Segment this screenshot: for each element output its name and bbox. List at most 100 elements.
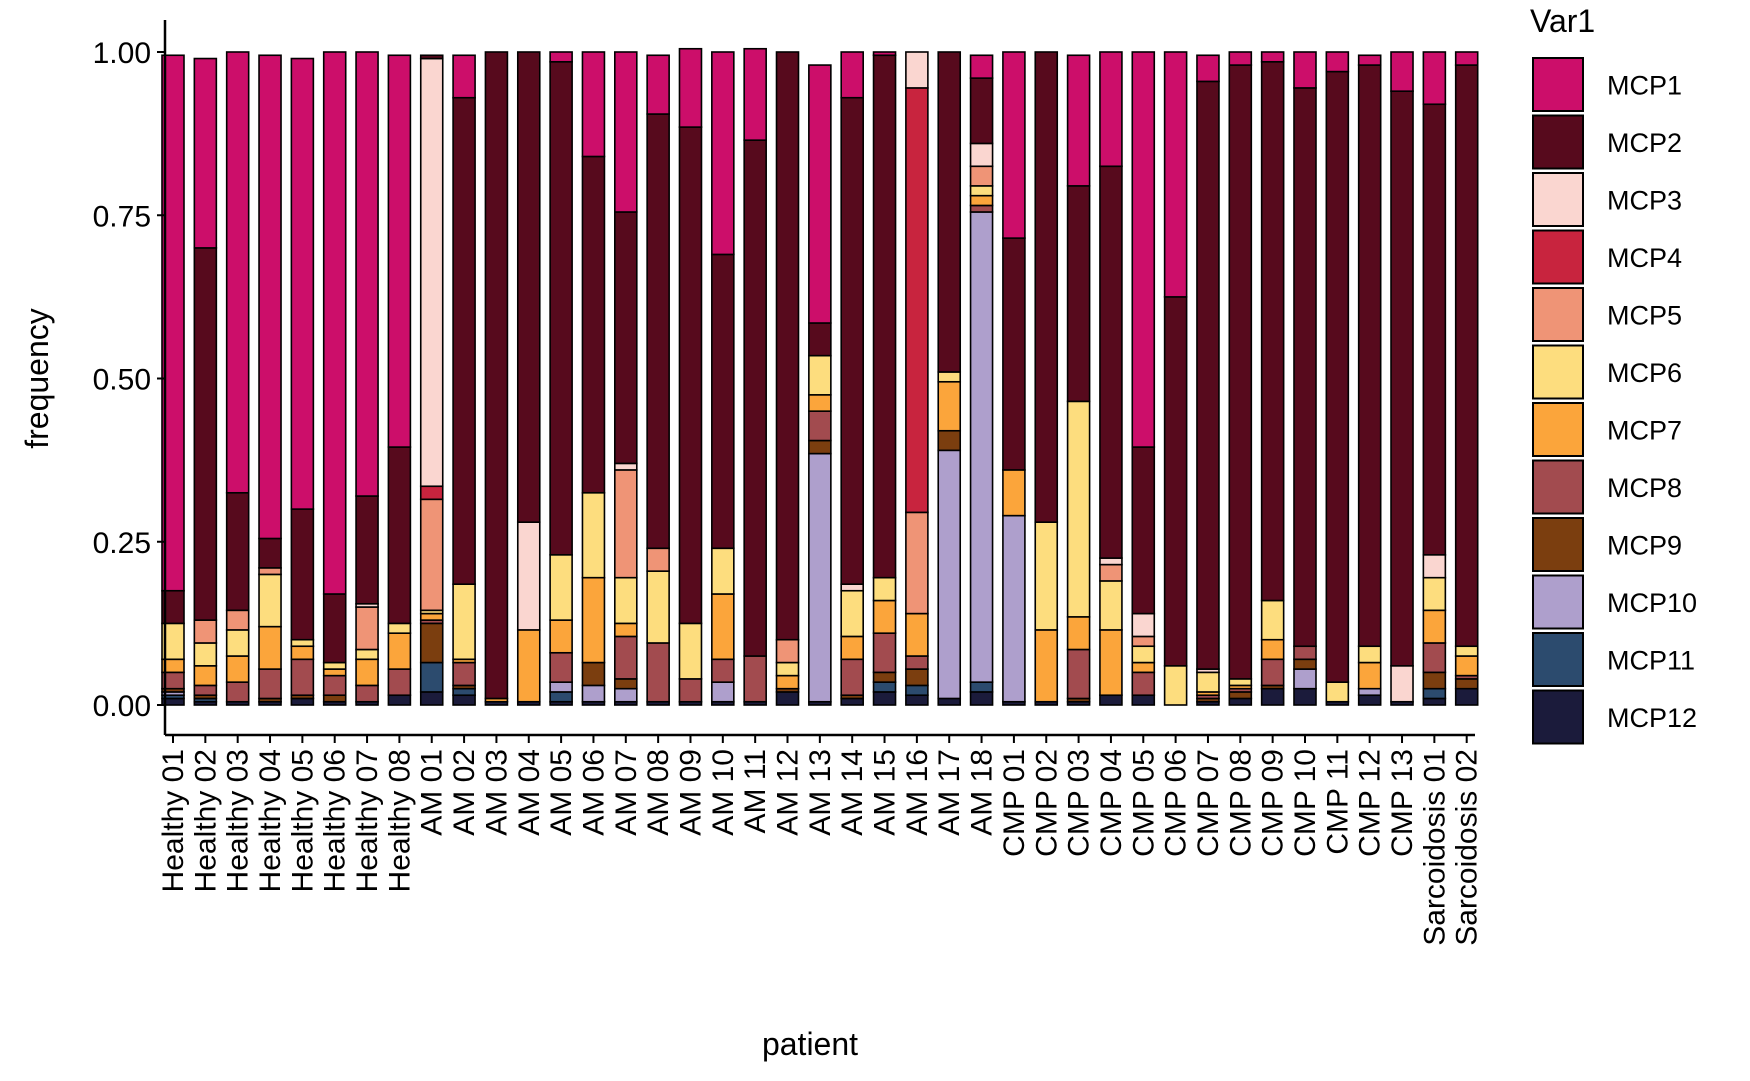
bar-segment-mcp3	[1390, 665, 1414, 703]
bar-segment-mcp2	[355, 495, 379, 605]
bar-segment-mcp7	[419, 612, 444, 621]
bar-segment-mcp6	[581, 491, 606, 579]
bar-segment-mcp6	[290, 638, 315, 648]
bar-segment-mcp10	[808, 452, 832, 703]
bar-segment-mcp3	[1131, 612, 1156, 638]
bar-segment-mcp6	[1066, 400, 1091, 618]
bar-segment-mcp2	[775, 51, 800, 641]
bar-stack	[1196, 54, 1220, 706]
bar-segment-mcp8	[905, 655, 929, 670]
bar-segment-mcp7	[258, 625, 282, 670]
x-tick-label: AM 10	[707, 749, 740, 836]
bar-stack	[905, 51, 929, 706]
bar-segment-mcp2	[1099, 165, 1123, 559]
bar-segment-mcp1	[1390, 51, 1414, 92]
bar-segment-mcp1	[549, 51, 573, 63]
bar-segment-mcp10	[613, 687, 638, 703]
bar-segment-mcp6	[872, 576, 897, 602]
bar-segment-mcp8	[193, 684, 218, 697]
bar-segment-mcp1	[711, 51, 735, 256]
bar-segment-mcp11	[452, 687, 476, 697]
bar-segment-mcp8	[1260, 658, 1285, 687]
bar-stack	[1260, 51, 1285, 706]
x-tick-label: AM 04	[513, 749, 546, 836]
bar-segment-mcp11	[969, 681, 994, 693]
bar-segment-mcp8	[322, 674, 347, 697]
bar-segment-mcp2	[1196, 80, 1220, 670]
legend-swatch-mcp9	[1532, 517, 1584, 572]
bar-segment-mcp6	[613, 576, 638, 625]
bar-segment-mcp10	[969, 211, 994, 683]
bar-segment-mcp2	[1034, 51, 1059, 523]
bar-segment-mcp6	[225, 629, 250, 657]
bar-segment-mcp2	[1066, 185, 1091, 403]
bar-segment-mcp1	[1293, 51, 1317, 89]
x-ticks-group: Healthy 01 Healthy 02 Healthy 03 Healthy 04…	[157, 735, 1484, 946]
bars-group	[161, 47, 1479, 706]
bar-segment-mcp6	[1196, 671, 1220, 693]
bar-stack	[1163, 51, 1188, 706]
bar-segment-mcp1	[840, 51, 864, 99]
y-tick-label: 0.50	[93, 364, 151, 397]
bar-segment-mcp1	[1260, 51, 1285, 63]
bar-stack	[1357, 54, 1382, 706]
bar-stack	[258, 54, 282, 706]
bar-segment-mcp2	[1260, 60, 1285, 602]
y-tick-label: 0.75	[93, 200, 151, 233]
bar-segment-mcp6	[775, 661, 800, 677]
bar-segment-mcp2	[840, 96, 864, 585]
bar-segment-mcp7	[872, 599, 897, 634]
bar-segment-mcp1	[1325, 51, 1350, 73]
x-tick-label: Healthy 06	[319, 749, 352, 892]
bar-segment-mcp9	[905, 668, 929, 687]
bar-segment-mcp8	[872, 632, 897, 674]
bar-segment-mcp2	[872, 54, 897, 579]
x-tick-label: AM 12	[772, 749, 805, 836]
bar-segment-mcp12	[969, 691, 994, 706]
bar-segment-mcp5	[905, 511, 929, 615]
bar-segment-mcp6	[1325, 681, 1350, 703]
x-tick-label: Healthy 03	[222, 749, 255, 892]
bar-stack	[581, 51, 606, 706]
bar-segment-mcp8	[1293, 645, 1317, 661]
bar-segment-mcp6	[193, 642, 218, 667]
bar-segment-mcp11	[905, 684, 929, 697]
bar-segment-mcp9	[581, 661, 606, 687]
bar-stack	[1034, 51, 1059, 706]
bar-stack	[549, 51, 573, 706]
bar-segment-mcp11	[872, 681, 897, 693]
bar-segment-mcp4	[419, 485, 444, 501]
legend-swatch-mcp10	[1532, 574, 1584, 630]
bar-segment-mcp6	[1163, 665, 1188, 706]
bar-segment-mcp7	[355, 658, 379, 687]
x-tick-label: Healthy 02	[189, 749, 222, 892]
bar-segment-mcp1	[193, 57, 218, 249]
bar-segment-mcp2	[711, 253, 735, 550]
bar-segment-mcp6	[1422, 576, 1447, 612]
bar-segment-mcp3	[905, 51, 929, 89]
bar-segment-mcp6	[452, 583, 476, 661]
bar-stack	[808, 64, 832, 706]
bar-segment-mcp6	[1099, 580, 1123, 631]
bar-segment-mcp8	[613, 635, 638, 680]
bar-segment-mcp12	[905, 694, 929, 706]
bar-segment-mcp1	[290, 57, 315, 510]
bar-segment-mcp1	[581, 51, 606, 158]
bar-segment-mcp12	[1422, 697, 1447, 706]
bar-segment-mcp1	[161, 54, 185, 592]
bar-stack	[322, 51, 347, 706]
x-tick-label: CMP 02	[1030, 749, 1063, 857]
bar-segment-mcp7	[1454, 655, 1479, 677]
bar-segment-mcp8	[1422, 642, 1447, 674]
bar-segment-mcp1	[1357, 54, 1382, 66]
bar-segment-mcp12	[452, 694, 476, 706]
x-tick-label: CMP 07	[1192, 749, 1225, 857]
bar-segment-mcp7	[581, 576, 606, 664]
legend-swatch-mcp3	[1532, 172, 1584, 227]
bar-segment-mcp12	[937, 697, 962, 706]
bar-segment-mcp7	[905, 612, 929, 657]
bar-segment-mcp10	[1293, 668, 1317, 690]
bar-segment-mcp1	[969, 54, 994, 79]
bar-segment-mcp10	[549, 681, 573, 693]
